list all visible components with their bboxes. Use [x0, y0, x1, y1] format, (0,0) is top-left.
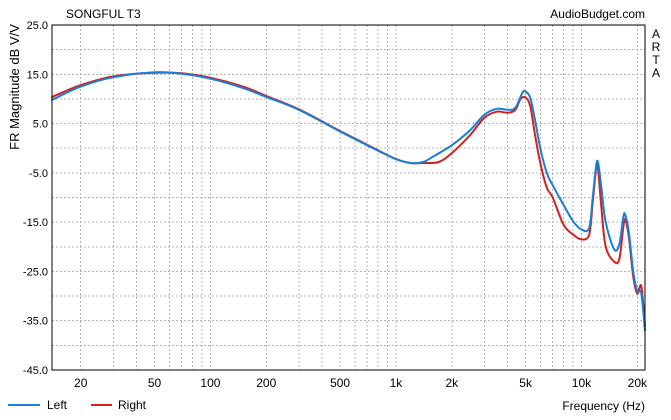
y-tick-labels: 25.0 15.0 5.0 -5.0 -15.0 -25.0 -35.0 -45.0 — [23, 20, 48, 377]
x-tick-label: 5k — [519, 376, 533, 390]
y-tick-label: -5.0 — [29, 168, 48, 180]
plot-frame — [51, 24, 646, 371]
y-axis-label: FR Magnitude dB V/V — [7, 24, 22, 150]
y-tick-label: 5.0 — [33, 119, 48, 131]
y-tick-label: -35.0 — [23, 316, 48, 328]
x-tick-label: 10k — [572, 376, 592, 390]
series-line-left — [51, 71, 646, 332]
x-tick-label: 200 — [256, 376, 276, 390]
x-tick-label: 20k — [628, 376, 648, 390]
legend-label-right: Right — [118, 398, 147, 412]
side-label-char: R — [652, 40, 661, 54]
x-tick-labels: 20 50 100 200 500 1k 2k 5k 10k 20k — [74, 376, 648, 390]
x-tick-label: 50 — [148, 376, 162, 390]
y-tick-label: -25.0 — [23, 266, 48, 278]
x-tick-label: 500 — [330, 376, 350, 390]
y-tick-label: -45.0 — [23, 365, 48, 377]
legend: Left Right — [8, 398, 147, 412]
legend-label-left: Left — [47, 398, 68, 412]
series-lines — [51, 71, 646, 332]
side-label: A R T A — [652, 27, 661, 80]
x-axis-label: Frequency (Hz) — [562, 399, 645, 413]
x-tick-label: 100 — [200, 376, 220, 390]
chart-title: SONGFUL T3 — [66, 7, 141, 21]
x-tick-label: 20 — [74, 376, 88, 390]
side-label-char: A — [652, 27, 660, 41]
y-tick-label: -15.0 — [23, 217, 48, 229]
y-tick-label: 25.0 — [27, 20, 48, 32]
grid — [52, 25, 645, 370]
y-tick-label: 15.0 — [27, 69, 48, 81]
x-tick-label: 1k — [390, 376, 404, 390]
side-label-char: A — [652, 66, 660, 80]
watermark-text: AudioBudget.com — [550, 7, 645, 21]
side-label-char: T — [652, 53, 660, 67]
x-tick-label: 2k — [445, 376, 459, 390]
